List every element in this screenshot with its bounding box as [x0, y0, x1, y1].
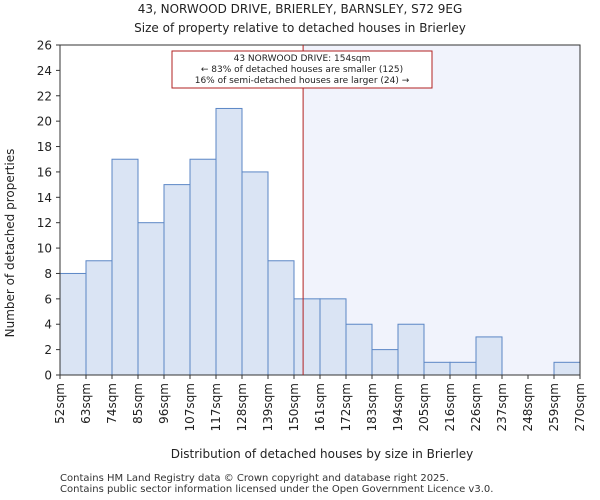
x-tick-label: 194sqm — [391, 383, 405, 431]
bar-226sqm — [475, 336, 503, 376]
x-axis-label: Distribution of detached houses by size … — [171, 447, 474, 461]
bar-63sqm — [85, 260, 113, 376]
footer-line-1: Contains HM Land Registry data © Crown c… — [60, 473, 449, 484]
y-tick-label: 4 — [44, 318, 52, 332]
x-tick-label: 226sqm — [469, 383, 483, 431]
x-tick-label: 74sqm — [105, 383, 119, 424]
y-tick-label: 8 — [44, 267, 52, 281]
y-tick-label: 26 — [37, 39, 52, 53]
y-tick-label: 6 — [44, 292, 52, 306]
bar-74sqm — [111, 158, 139, 376]
x-tick-label: 52sqm — [53, 383, 67, 424]
y-tick-label: 10 — [37, 242, 52, 256]
x-tick-label: 259sqm — [547, 383, 561, 431]
x-tick-label: 128sqm — [235, 383, 249, 431]
bar-259sqm — [553, 361, 581, 376]
x-tick-label: 205sqm — [417, 383, 431, 431]
x-tick-label: 270sqm — [573, 383, 587, 431]
x-tick-label: 216sqm — [443, 383, 457, 431]
annotation-line-1: 43 NORWOOD DRIVE: 154sqm — [234, 54, 371, 64]
y-tick-label: 12 — [37, 216, 52, 230]
x-tick-label: 161sqm — [313, 383, 327, 431]
bar-205sqm — [423, 361, 451, 376]
x-tick-label: 85sqm — [131, 383, 145, 424]
bar-216sqm — [449, 361, 477, 376]
bar-85sqm — [137, 222, 165, 376]
bar-96sqm — [163, 184, 191, 376]
bar-194sqm — [397, 323, 425, 376]
x-tick-label: 117sqm — [209, 383, 223, 431]
larger-properties-region — [303, 45, 580, 375]
property-annotation: 43 NORWOOD DRIVE: 154sqm ← 83% of detach… — [171, 50, 433, 89]
bar-161sqm — [319, 298, 347, 376]
y-tick-label: 20 — [37, 115, 52, 129]
y-tick-label: 16 — [37, 165, 52, 179]
footer-line-2: Contains public sector information licen… — [60, 484, 494, 495]
x-tick-label: 172sqm — [339, 383, 353, 431]
annotation-line-3: 16% of semi-detached houses are larger (… — [195, 76, 410, 86]
bar-139sqm — [267, 260, 295, 376]
y-tick-label: 2 — [44, 343, 52, 357]
annotation-line-2: ← 83% of detached houses are smaller (12… — [201, 65, 403, 75]
y-tick-label: 24 — [37, 64, 52, 78]
x-tick-label: 107sqm — [183, 383, 197, 431]
x-tick-label: 150sqm — [287, 383, 301, 431]
y-tick-label: 18 — [37, 140, 52, 154]
bar-150sqm — [293, 298, 321, 376]
x-tick-label: 96sqm — [157, 383, 171, 424]
y-tick-label: 14 — [37, 191, 52, 205]
bar-128sqm — [241, 171, 269, 376]
bar-117sqm — [215, 107, 243, 376]
x-tick-label: 237sqm — [495, 383, 509, 431]
y-tick-label: 22 — [37, 89, 52, 103]
chart-subtitle: Size of property relative to detached ho… — [134, 21, 466, 35]
x-tick-label: 183sqm — [365, 383, 379, 431]
chart-title: 43, NORWOOD DRIVE, BRIERLEY, BARNSLEY, S… — [138, 2, 463, 16]
x-tick-label: 139sqm — [261, 383, 275, 431]
bar-172sqm — [345, 323, 373, 376]
annotation-box — [171, 50, 433, 89]
x-tick-label: 248sqm — [521, 383, 535, 431]
y-tick-label: 0 — [44, 369, 52, 383]
bar-107sqm — [189, 158, 217, 376]
bar-183sqm — [371, 349, 399, 376]
bar-52sqm — [59, 272, 87, 376]
y-axis-label: Number of detached properties — [3, 149, 17, 338]
x-tick-label: 63sqm — [79, 383, 93, 424]
